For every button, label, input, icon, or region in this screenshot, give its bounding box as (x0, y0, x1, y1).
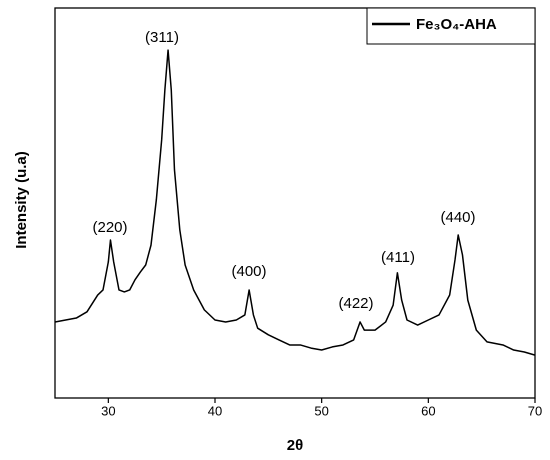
legend-box (366, 7, 536, 45)
x-axis-title: 2θ (287, 437, 303, 454)
legend-label: Fe₃O₄-AHA (416, 16, 497, 33)
x-tick-label: 40 (208, 403, 222, 418)
x-tick-label: 30 (101, 403, 115, 418)
peak-label: (311) (145, 29, 179, 46)
xrd-curve (54, 49, 536, 356)
peak-label: (220) (92, 219, 127, 236)
peak-label: (411) (381, 249, 415, 266)
x-tick-label: 50 (314, 403, 328, 418)
x-tick-label: 60 (421, 403, 435, 418)
plot-frame (54, 7, 536, 399)
peak-label: (422) (338, 295, 373, 312)
x-tick-label: 70 (528, 403, 542, 418)
peak-label: (440) (440, 209, 475, 226)
y-axis-title: Intensity (u.a) (13, 151, 30, 249)
peak-label: (400) (231, 263, 266, 280)
